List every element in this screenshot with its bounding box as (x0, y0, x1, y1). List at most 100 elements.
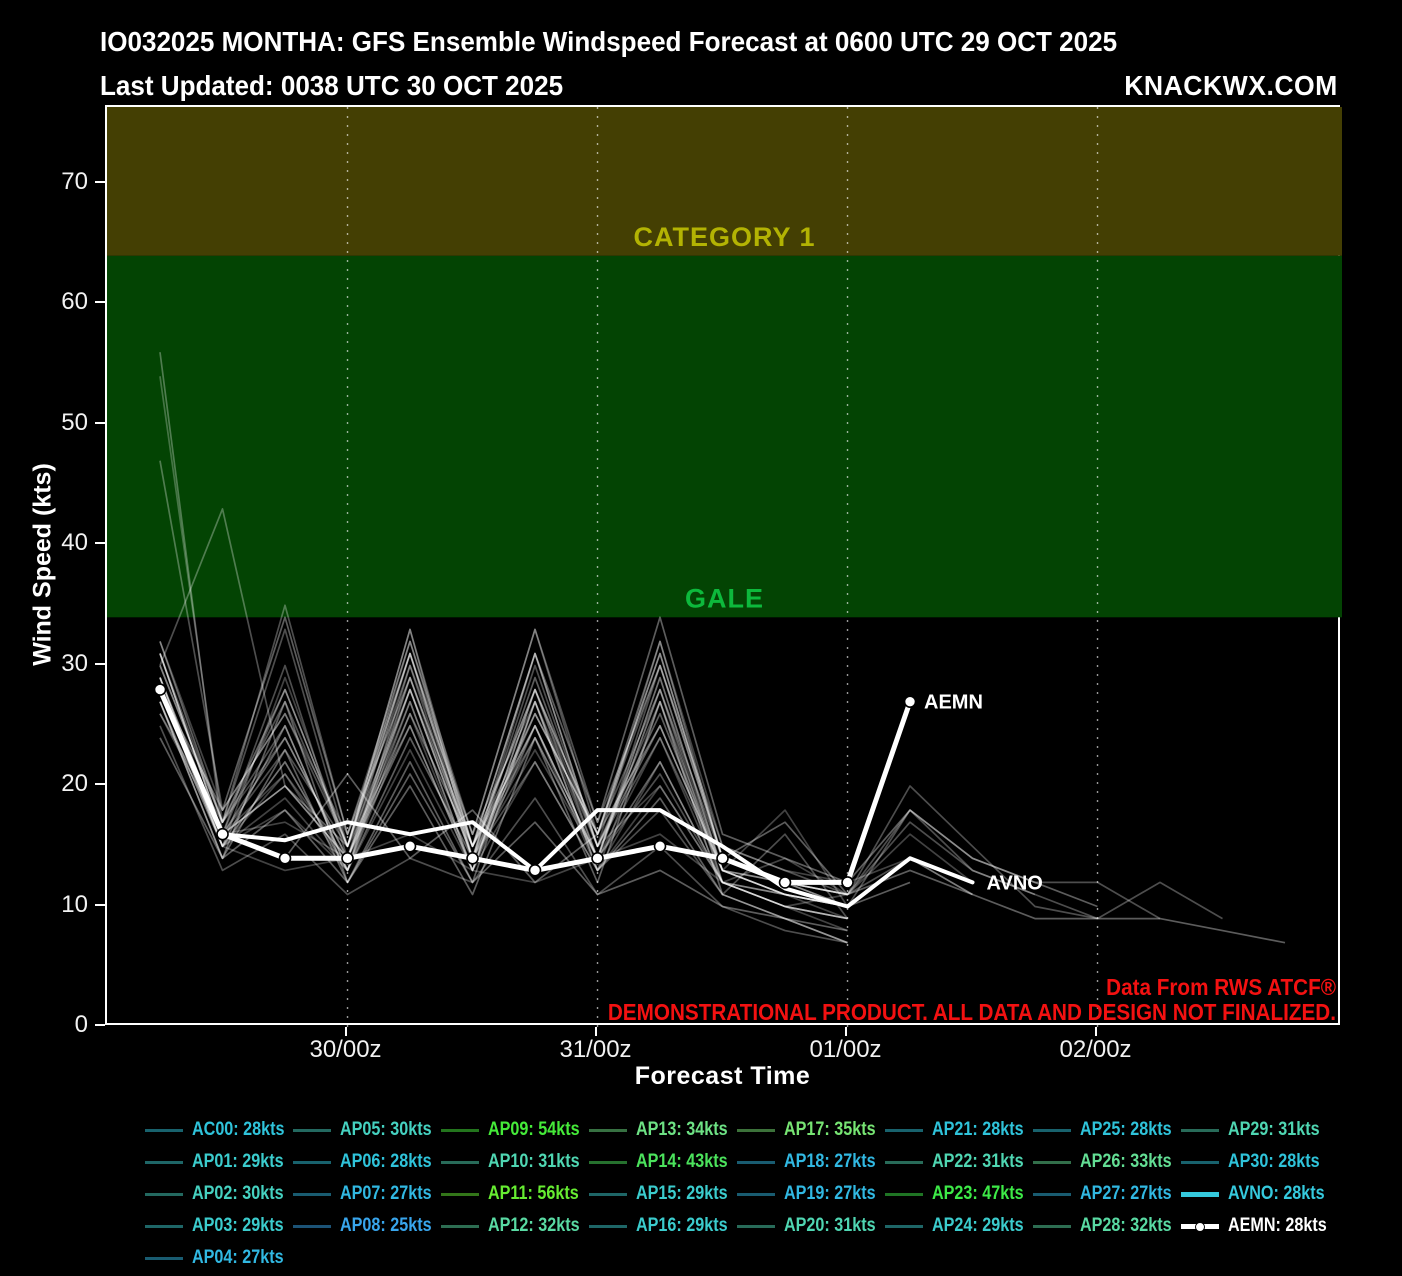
y-tick-label: 50 (61, 408, 88, 436)
legend-column: AP13: 34kts AP14: 43kts AP15: 29kts AP16: 2… (589, 1114, 737, 1274)
legend-entry-AP22: AP22: 31kts (885, 1146, 1033, 1178)
legend-swatch-line-icon (145, 1256, 183, 1260)
legend-entry-AP02: AP02: 30kts (145, 1178, 293, 1210)
legend-column: AP05: 30kts AP06: 28kts AP07: 27kts AP08: 2… (293, 1114, 441, 1274)
avno-label: AVNO (987, 872, 1043, 894)
y-tick-label: 60 (61, 288, 88, 315)
member-line-AP02 (159, 664, 849, 920)
legend-entry-AP13: AP13: 34kts (589, 1114, 737, 1146)
legend-label: AP13: 34kts (636, 1119, 728, 1140)
legend-label: AP16: 29kts (636, 1215, 728, 1236)
legend-swatch-line-icon (145, 1128, 183, 1132)
aemn-marker (653, 839, 667, 853)
y-tick-mark (95, 421, 105, 424)
legend-entry-AP26: AP26: 33kts (1033, 1146, 1181, 1178)
legend-column: AP21: 28kts AP22: 31kts AP23: 47kts AP24: 2… (885, 1114, 1033, 1274)
y-tick-label: 40 (61, 529, 88, 556)
legend-label: AP20: 31kts (784, 1215, 876, 1236)
aemn-marker (466, 852, 479, 865)
legend-swatch-line-icon (589, 1192, 627, 1196)
member-line-AP11 (159, 352, 848, 908)
aemn-marker (278, 852, 292, 865)
member-line-AP25 (159, 688, 848, 908)
legend-entry-AP08: AP08: 25kts (293, 1210, 441, 1242)
legend-entry-AP23: AP23: 47kts (885, 1178, 1033, 1210)
legend-entry-AC00: AC00: 28kts (145, 1114, 293, 1146)
legend-label: AP29: 31kts (1228, 1119, 1320, 1140)
legend-entry-AP01: AP01: 29kts (145, 1146, 293, 1178)
legend-label: AP25: 28kts (1080, 1119, 1172, 1140)
legend-entry-AP24: AP24: 29kts (885, 1210, 1033, 1242)
member-line-AP14 (159, 508, 848, 920)
y-axis-title: Wind Speed (kts) (28, 463, 57, 666)
member-line-AP15 (159, 676, 848, 908)
member-line-AP17 (159, 604, 1223, 920)
legend-swatch-line-icon (293, 1192, 331, 1196)
legend-label: AP24: 29kts (932, 1215, 1024, 1236)
aemn-marker (778, 876, 792, 889)
legend-swatch-line-icon (1033, 1224, 1071, 1228)
legend-entry-AP09: AP09: 54kts (441, 1114, 589, 1146)
y-tick-mark (95, 1024, 105, 1026)
legend-entry-AP18: AP18: 27kts (737, 1146, 885, 1178)
legend-label: AP03: 29kts (192, 1215, 284, 1236)
legend-label: AP04: 27kts (192, 1247, 284, 1268)
legend-column: AP25: 28kts AP26: 33kts AP27: 27kts AP28: 3… (1033, 1114, 1181, 1274)
legend-swatch-line-icon (145, 1192, 183, 1196)
legend-swatch-line-icon (589, 1160, 627, 1164)
legend-entry-AP21: AP21: 28kts (885, 1114, 1033, 1146)
legend-swatch-line-icon (885, 1160, 923, 1164)
member-line-AP28 (159, 640, 1286, 944)
intensity-band-gale (107, 255, 1342, 618)
y-tick-mark (95, 301, 105, 303)
legend-label: AP19: 27kts (784, 1183, 876, 1204)
member-line-AP07 (159, 700, 848, 944)
legend-label: AP18: 27kts (784, 1151, 876, 1172)
member-line-AP24 (159, 676, 848, 920)
legend-swatch-mean-line-icon (1181, 1221, 1219, 1232)
member-line-AP21 (159, 688, 848, 908)
legend-column: AP17: 35kts AP18: 27kts AP19: 27kts AP20: 3… (737, 1114, 885, 1274)
member-line-AC00 (159, 689, 848, 908)
legend-entry-AP17: AP17: 35kts (737, 1114, 885, 1146)
legend-label: AP08: 25kts (340, 1215, 432, 1236)
legend-entry-AP03: AP03: 29kts (145, 1210, 293, 1242)
legend-swatch-line-icon (441, 1128, 479, 1132)
member-line-AP26 (159, 628, 1098, 920)
legend-label: AP28: 32kts (1080, 1215, 1172, 1236)
annotation-data-source-text: Data From RWS ATCF® (1106, 974, 1336, 1000)
aemn-marker (403, 839, 417, 853)
legend-label: AEMN: 28kts (1228, 1215, 1327, 1236)
legend-swatch-line-icon (737, 1160, 775, 1164)
legend-label: AP02: 30kts (192, 1183, 284, 1204)
legend-label: AP21: 28kts (932, 1119, 1024, 1140)
legend-entry-AEMN: AEMN: 28kts (1181, 1210, 1329, 1242)
aemn-marker (841, 876, 854, 889)
legend-swatch-line-icon (441, 1224, 479, 1228)
legend-swatch-line-icon (145, 1224, 183, 1228)
legend-swatch-line-icon (145, 1160, 183, 1164)
legend-entry-AP30: AP30: 28kts (1181, 1146, 1329, 1178)
member-line-AP29 (159, 652, 1161, 920)
legend-swatch-line-icon (885, 1128, 923, 1132)
annotation-disclaimer-text: DEMONSTRATIONAL PRODUCT. ALL DATA AND DE… (608, 999, 1336, 1025)
member-line-AP19 (159, 700, 848, 932)
legend-entry-AP20: AP20: 31kts (737, 1210, 885, 1242)
legend-swatch-line-icon (441, 1160, 479, 1164)
legend-label: AP30: 28kts (1228, 1151, 1320, 1172)
legend-swatch-line-icon (1181, 1128, 1219, 1132)
member-line-AP20 (159, 652, 973, 896)
legend-entry-AP16: AP16: 29kts (589, 1210, 737, 1242)
aemn-marker (341, 852, 354, 865)
y-tick-label: 30 (61, 649, 88, 677)
legend-swatch-line-icon (1181, 1160, 1219, 1164)
legend-swatch-line-icon (1033, 1128, 1071, 1132)
annotation-data-source: Data From RWS ATCF® (1106, 974, 1336, 1000)
legend-label: AP15: 29kts (636, 1183, 728, 1204)
aemn-marker (153, 683, 167, 696)
legend-entry-AP25: AP25: 28kts (1033, 1114, 1181, 1146)
legend-swatch-line-icon (293, 1128, 331, 1132)
aemn-marker (528, 864, 542, 877)
member-line-AP22 (159, 652, 848, 908)
legend-swatch-line-icon (737, 1192, 775, 1196)
